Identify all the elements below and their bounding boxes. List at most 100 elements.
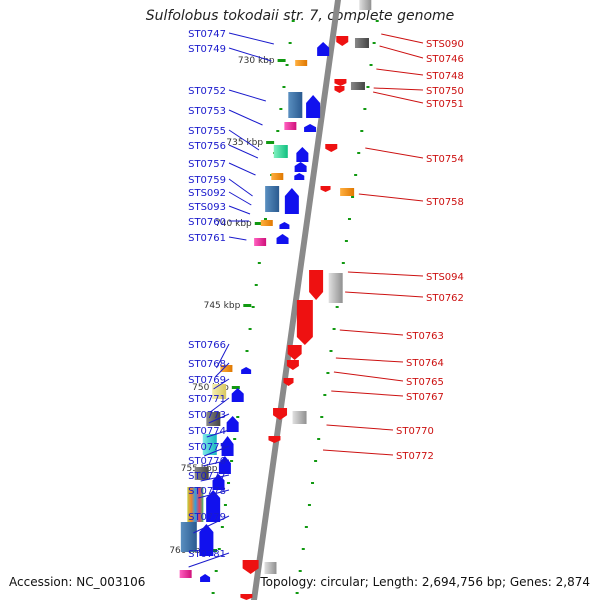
left-label-leader [228, 47, 272, 62]
reverse-gene[interactable] [242, 560, 259, 574]
gene-feature-box[interactable] [179, 570, 192, 578]
left-gene-label[interactable]: ST0756 [188, 141, 226, 152]
right-gene-label[interactable]: ST0746 [426, 54, 464, 65]
left-gene-label[interactable]: ST0760 [188, 217, 226, 228]
left-gene-label[interactable]: ST0747 [188, 29, 226, 40]
left-gene-label[interactable]: ST0775 [188, 442, 226, 453]
gene-feature-box[interactable] [202, 434, 217, 455]
reverse-gene[interactable] [334, 79, 347, 86]
forward-gene[interactable] [304, 124, 317, 132]
left-label-leader [228, 178, 253, 197]
left-label-leader [200, 474, 230, 482]
left-gene-label[interactable]: ST0757 [188, 159, 226, 170]
forward-gene[interactable] [231, 388, 244, 402]
right-gene-label[interactable]: ST0772 [396, 451, 434, 462]
gene-feature-box[interactable] [292, 411, 307, 424]
right-gene-label[interactable]: ST0764 [406, 358, 444, 369]
right-gene-label[interactable]: ST0754 [426, 154, 464, 165]
left-gene-label[interactable]: ST0773 [188, 410, 226, 421]
reverse-gene[interactable] [273, 408, 288, 420]
gene-feature-box[interactable] [187, 487, 204, 522]
right-gene-label[interactable]: STS090 [426, 39, 464, 50]
reverse-gene[interactable] [240, 594, 253, 600]
gene-feature-box[interactable] [359, 0, 372, 10]
forward-gene[interactable] [296, 147, 309, 162]
reverse-gene[interactable] [320, 186, 331, 192]
right-gene-label[interactable]: ST0762 [426, 293, 464, 304]
reverse-gene[interactable] [283, 378, 294, 386]
left-gene-label[interactable]: STS093 [188, 202, 226, 213]
left-label-leader [214, 362, 230, 378]
left-gene-label[interactable]: ST0769 [188, 375, 226, 386]
right-label-leader [339, 329, 404, 336]
gene-feature-box[interactable] [180, 522, 197, 552]
forward-gene[interactable] [284, 188, 299, 214]
left-gene-label[interactable]: ST0766 [188, 340, 226, 351]
forward-gene[interactable] [206, 490, 221, 522]
forward-gene[interactable] [221, 436, 234, 456]
reverse-gene[interactable] [296, 300, 313, 345]
reverse-gene[interactable] [287, 345, 302, 360]
right-gene-label[interactable]: ST0763 [406, 331, 444, 342]
forward-gene[interactable] [241, 367, 252, 374]
reverse-gene[interactable] [268, 436, 281, 443]
reverse-gene[interactable] [286, 360, 299, 370]
reverse-gene[interactable] [309, 270, 324, 300]
gene-feature-box[interactable] [340, 188, 355, 196]
gene-feature-box[interactable] [254, 238, 267, 246]
left-gene-label[interactable]: ST0774 [188, 426, 226, 437]
gene-feature-box[interactable] [273, 145, 288, 158]
gene-feature-box[interactable] [295, 60, 308, 66]
reverse-gene[interactable] [325, 144, 338, 152]
left-gene-label[interactable]: ST0778 [188, 486, 226, 497]
right-strand-dot [301, 548, 305, 550]
gene-feature-box[interactable] [284, 122, 297, 130]
gene-feature-box[interactable] [288, 92, 303, 118]
right-gene-label[interactable]: ST0751 [426, 99, 464, 110]
left-gene-label[interactable]: ST0777 [188, 471, 226, 482]
right-gene-label[interactable]: ST0767 [406, 392, 444, 403]
forward-gene[interactable] [294, 162, 307, 172]
right-label-leader [379, 45, 424, 59]
left-gene-label[interactable]: ST0749 [188, 44, 226, 55]
right-gene-label[interactable]: ST0770 [396, 426, 434, 437]
reverse-gene[interactable] [334, 86, 345, 93]
left-gene-label[interactable]: ST0776 [188, 456, 226, 467]
forward-gene[interactable] [306, 95, 321, 118]
left-gene-label[interactable]: ST0753 [188, 106, 226, 117]
gene-feature-box[interactable] [328, 273, 343, 303]
gene-feature-box[interactable] [271, 173, 284, 180]
left-gene-label[interactable]: ST0752 [188, 86, 226, 97]
left-gene-label[interactable]: ST0755 [188, 126, 226, 137]
left-gene-label[interactable]: ST0781 [188, 549, 226, 560]
gene-feature-box[interactable] [260, 220, 273, 226]
left-gene-label[interactable]: ST0771 [188, 394, 226, 405]
left-gene-label[interactable]: ST0768 [188, 359, 226, 370]
forward-gene[interactable] [199, 524, 214, 556]
right-gene-label[interactable]: ST0748 [426, 71, 464, 82]
left-gene-label[interactable]: ST0779 [188, 512, 226, 523]
right-gene-label[interactable]: ST0750 [426, 86, 464, 97]
gene-feature-box[interactable] [354, 38, 369, 48]
forward-gene[interactable] [200, 574, 211, 582]
forward-gene[interactable] [276, 234, 289, 244]
forward-gene[interactable] [226, 416, 239, 432]
right-gene-label[interactable]: ST0758 [426, 197, 464, 208]
reverse-gene[interactable] [336, 36, 349, 46]
forward-gene[interactable] [317, 42, 330, 56]
gene-feature-box[interactable] [194, 467, 209, 480]
right-gene-label[interactable]: STS094 [426, 272, 464, 283]
right-gene-label[interactable]: ST0765 [406, 377, 444, 388]
gene-feature-box[interactable] [264, 562, 277, 574]
gene-feature-box[interactable] [350, 82, 365, 90]
left-gene-label[interactable]: ST0761 [188, 233, 226, 244]
left-gene-label[interactable]: ST0759 [188, 175, 226, 186]
forward-gene[interactable] [294, 173, 305, 180]
left-strand-dot [227, 482, 231, 484]
left-strand-dot [254, 284, 258, 286]
gene-feature-box[interactable] [265, 186, 280, 212]
left-gene-label[interactable]: STS092 [188, 188, 226, 199]
forward-gene[interactable] [279, 222, 290, 229]
gene-feature-box[interactable] [220, 365, 233, 372]
